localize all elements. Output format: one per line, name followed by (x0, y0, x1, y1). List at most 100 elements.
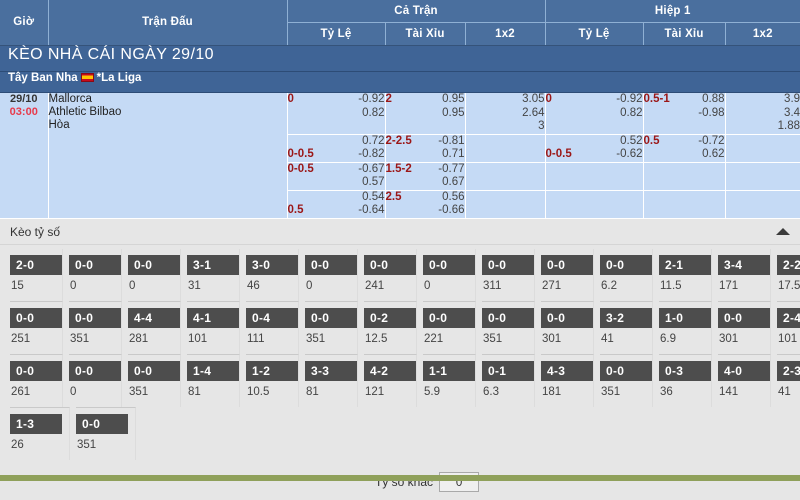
ft-overunder-cell-3[interactable]: 1.5-2 -0.77 0.67 (385, 162, 466, 191)
score-tile-odd: 10.5 (247, 385, 270, 398)
score-tile[interactable]: 0-2 12.5 (364, 300, 417, 354)
score-tile[interactable]: 2-1 11.5 (659, 248, 712, 301)
score-tile-score: 0-2 (364, 307, 416, 328)
ft-ou-v2-2: 0.71 (442, 148, 465, 160)
score-tile-odd: 41 (601, 332, 614, 345)
score-tile[interactable]: 0-0 351 (305, 300, 358, 354)
ft-handicap-cell-2[interactable]: 0.72 0-0.5 -0.82 (287, 134, 386, 163)
score-tile[interactable]: 0-0 0 (305, 248, 358, 301)
score-tile-odd: 17.5 (778, 279, 800, 292)
score-tile[interactable]: 2-2 17.5 (777, 249, 800, 301)
score-tile[interactable]: 4-2 121 (364, 353, 417, 407)
score-tile[interactable]: 3-3 81 (305, 353, 358, 407)
score-tile-odd: 311 (483, 279, 502, 292)
draw-label: Hòa (48, 119, 70, 131)
score-tile-score: 0-0 (10, 307, 62, 328)
ht-overunder-cell-1[interactable]: 0.5-1 0.88 -0.98 (643, 92, 726, 135)
score-tile-odd: 141 (719, 385, 739, 398)
score-tile[interactable]: 4-1 101 (187, 300, 240, 354)
score-tile[interactable]: 0-0 6.2 (600, 248, 653, 301)
score-tile[interactable]: 0-1 6.3 (482, 353, 535, 407)
ft-overunder-cell-2[interactable]: 2-2.5 -0.81 0.71 (385, 134, 466, 163)
score-tile[interactable]: 0-0 301 (541, 300, 594, 354)
score-tile[interactable]: 3-2 41 (600, 300, 653, 354)
score-tile[interactable]: 0-0 251 (10, 300, 63, 354)
ft-1x2-cell-1[interactable]: 3.05 2.64 3 (465, 92, 546, 135)
score-tile[interactable]: 4-3 181 (541, 353, 594, 407)
score-tile[interactable]: 0-0 241 (364, 248, 417, 301)
score-tile[interactable]: 0-0 351 (69, 300, 122, 354)
score-tile[interactable]: 0-0 351 (76, 406, 136, 460)
ft-overunder-cell-1[interactable]: 2 0.95 0.95 (385, 92, 466, 135)
ht-1x2-cell-1[interactable]: 3.9 3.4 1.88 (725, 92, 800, 135)
score-tile[interactable]: 0-0 271 (541, 248, 594, 301)
score-tile-score: 4-0 (718, 360, 770, 381)
score-tile[interactable]: 1-0 6.9 (659, 300, 712, 354)
ft-overunder-cell-4[interactable]: 2.5 0.56 -0.66 (385, 190, 466, 219)
ht-hdp-line-2: 0-0.5 (545, 148, 572, 160)
ft-1x2-cell-2 (465, 134, 546, 163)
col-header-ht-over-under: Tài Xỉu (643, 22, 726, 46)
chevron-up-icon[interactable] (776, 227, 790, 235)
score-tile[interactable]: 1-1 5.9 (423, 353, 476, 407)
score-tile-score: 0-0 (423, 307, 475, 328)
ft-hdp-v2-1: 0.82 (362, 106, 385, 119)
score-tile[interactable]: 1-2 10.5 (246, 353, 299, 407)
score-tile[interactable]: 3-1 31 (187, 248, 240, 301)
score-tile-score: 1-4 (187, 360, 239, 381)
ht-handicap-cell-1[interactable]: 0 -0.92 0.82 (545, 92, 644, 135)
score-tile-score: 0-3 (659, 360, 711, 381)
score-tile-score: 1-3 (10, 413, 62, 434)
score-tile[interactable]: 0-0 0 (128, 248, 181, 301)
score-tile[interactable]: 0-0 261 (10, 353, 63, 407)
score-tile-score: 0-0 (541, 254, 593, 275)
score-tile-odd: 261 (11, 385, 31, 398)
score-tile[interactable]: 2-0 15 (10, 248, 63, 301)
ft-handicap-cell-1[interactable]: 0 -0.92 0.82 (287, 92, 386, 135)
score-tile[interactable]: 0-0 311 (482, 248, 535, 301)
score-tile-score: 0-4 (246, 307, 298, 328)
score-tile-odd: 0 (70, 279, 77, 292)
score-tile[interactable]: 0-0 0 (423, 248, 476, 301)
score-tile-score: 0-0 (600, 254, 652, 275)
score-tile[interactable]: 0-0 221 (423, 300, 476, 354)
score-tile-odd: 26 (11, 438, 24, 451)
ht-handicap-cell-2[interactable]: 0.52 0-0.5 -0.62 (545, 134, 644, 163)
score-tile-odd: 41 (778, 385, 791, 398)
ht-1x2-away-1: 3.4 (784, 106, 800, 119)
score-tile-score: 3-1 (187, 254, 239, 275)
score-tile-odd: 81 (306, 385, 319, 398)
score-tile[interactable]: 0-0 0 (69, 353, 122, 407)
score-tile[interactable]: 0-3 36 (659, 353, 712, 407)
col-header-ht-handicap: Tỷ Lệ (545, 22, 644, 46)
score-tile-odd: 281 (129, 332, 149, 345)
score-tile[interactable]: 0-0 301 (718, 300, 771, 354)
league-row[interactable]: Tây Ban Nha *La Liga (0, 71, 800, 93)
score-tile-odd: 171 (719, 279, 739, 292)
score-tile[interactable]: 2-4 101 (777, 300, 800, 354)
score-tile[interactable]: 0-0 351 (128, 353, 181, 407)
score-tile[interactable]: 2-3 41 (777, 353, 800, 407)
score-tile[interactable]: 1-3 26 (10, 406, 70, 460)
col-header-time: Giờ (0, 0, 49, 46)
score-tile[interactable]: 0-0 351 (600, 353, 653, 407)
ft-handicap-cell-3[interactable]: 0-0.5 -0.67 0.57 (287, 162, 386, 191)
ht-ou-v2-1: -0.98 (698, 106, 725, 119)
ft-ou-v1-1: 0.95 (442, 93, 465, 105)
score-tile[interactable]: 1-4 81 (187, 353, 240, 407)
score-tile[interactable]: 0-0 0 (69, 248, 122, 301)
score-tile[interactable]: 0-0 351 (482, 300, 535, 354)
score-tile-score: 0-0 (69, 254, 121, 275)
score-tile[interactable]: 3-4 171 (718, 248, 771, 301)
score-tile[interactable]: 3-0 46 (246, 248, 299, 301)
score-tile[interactable]: 4-0 141 (718, 353, 771, 407)
score-tile-odd: 11.5 (660, 279, 682, 292)
score-tile-score: 2-2 (777, 254, 800, 275)
score-tile[interactable]: 4-4 281 (128, 300, 181, 354)
ft-ou-line-4: 2.5 (385, 190, 402, 203)
score-tile[interactable]: 0-4 111 (246, 300, 299, 354)
ht-overunder-cell-2[interactable]: 0.5 -0.72 0.62 (643, 134, 726, 163)
ht-1x2-cell-3 (725, 162, 800, 191)
ft-handicap-cell-4[interactable]: 0.54 0.5 -0.64 (287, 190, 386, 219)
